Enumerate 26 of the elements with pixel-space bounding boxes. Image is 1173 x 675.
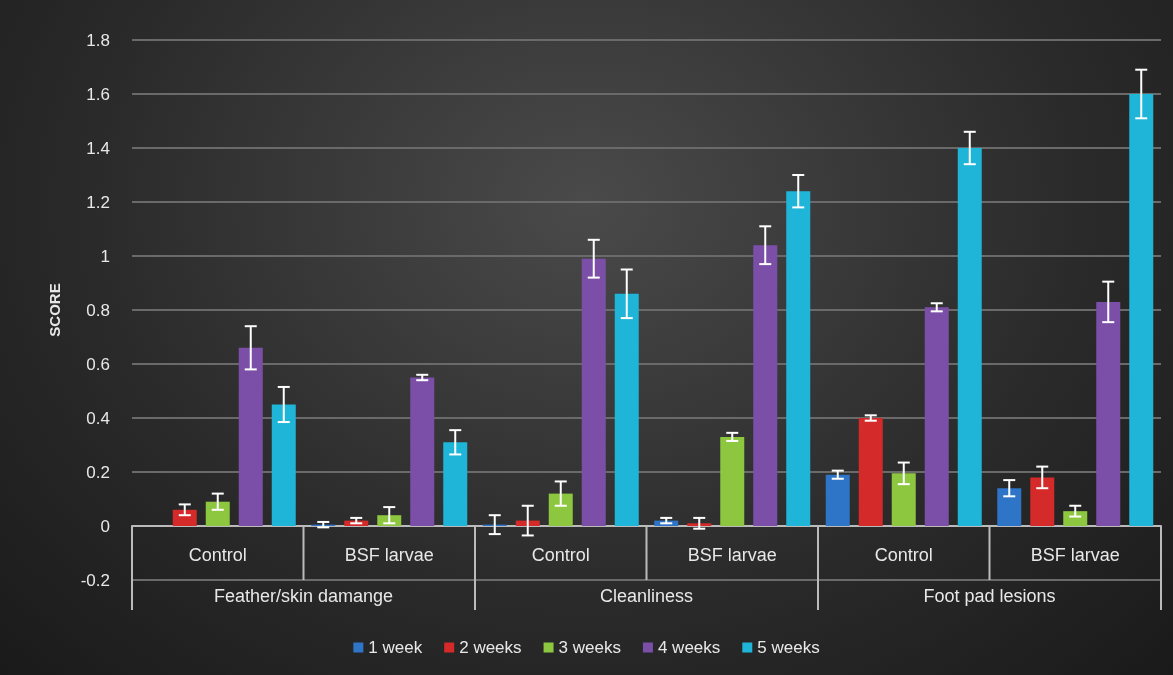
legend-label: 3 weeks — [558, 638, 621, 657]
x-tick-label: Control — [531, 545, 590, 565]
x-tick-label: BSF larvae — [344, 545, 434, 565]
y-tick-label: 0 — [100, 516, 110, 536]
text: Foot pad lesions — [922, 586, 1057, 607]
y-tick-label: 1.2 — [86, 192, 110, 212]
legend-label: 2 weeks — [459, 638, 522, 657]
text: Cleanliness — [598, 586, 695, 607]
y-tick-label: -0.2 — [80, 570, 110, 590]
x-tick-label: Control — [874, 545, 933, 565]
y-tick-label: 1.4 — [86, 138, 110, 158]
x-tick-label: BSF larvae — [1030, 545, 1120, 565]
legend-label: 1 week — [368, 638, 423, 657]
y-tick-label: 0.8 — [86, 300, 110, 320]
y-axis-title: SCORE — [46, 283, 63, 337]
x-tick-label: Control — [188, 545, 247, 565]
y-tick-label: 1.6 — [86, 84, 110, 104]
y-tick-label: 1.8 — [86, 30, 110, 50]
y-tick-label: 0.4 — [86, 408, 110, 428]
x-tick-label: BSF larvae — [687, 545, 777, 565]
y-tick-label: 0.6 — [86, 354, 110, 374]
y-tick-label: 0.2 — [86, 462, 110, 482]
text: Feather/skin damange — [212, 586, 395, 607]
legend-label: 4 weeks — [657, 638, 721, 657]
y-tick-label: 1 — [100, 246, 110, 266]
legend-label: 5 weeks — [757, 638, 820, 657]
